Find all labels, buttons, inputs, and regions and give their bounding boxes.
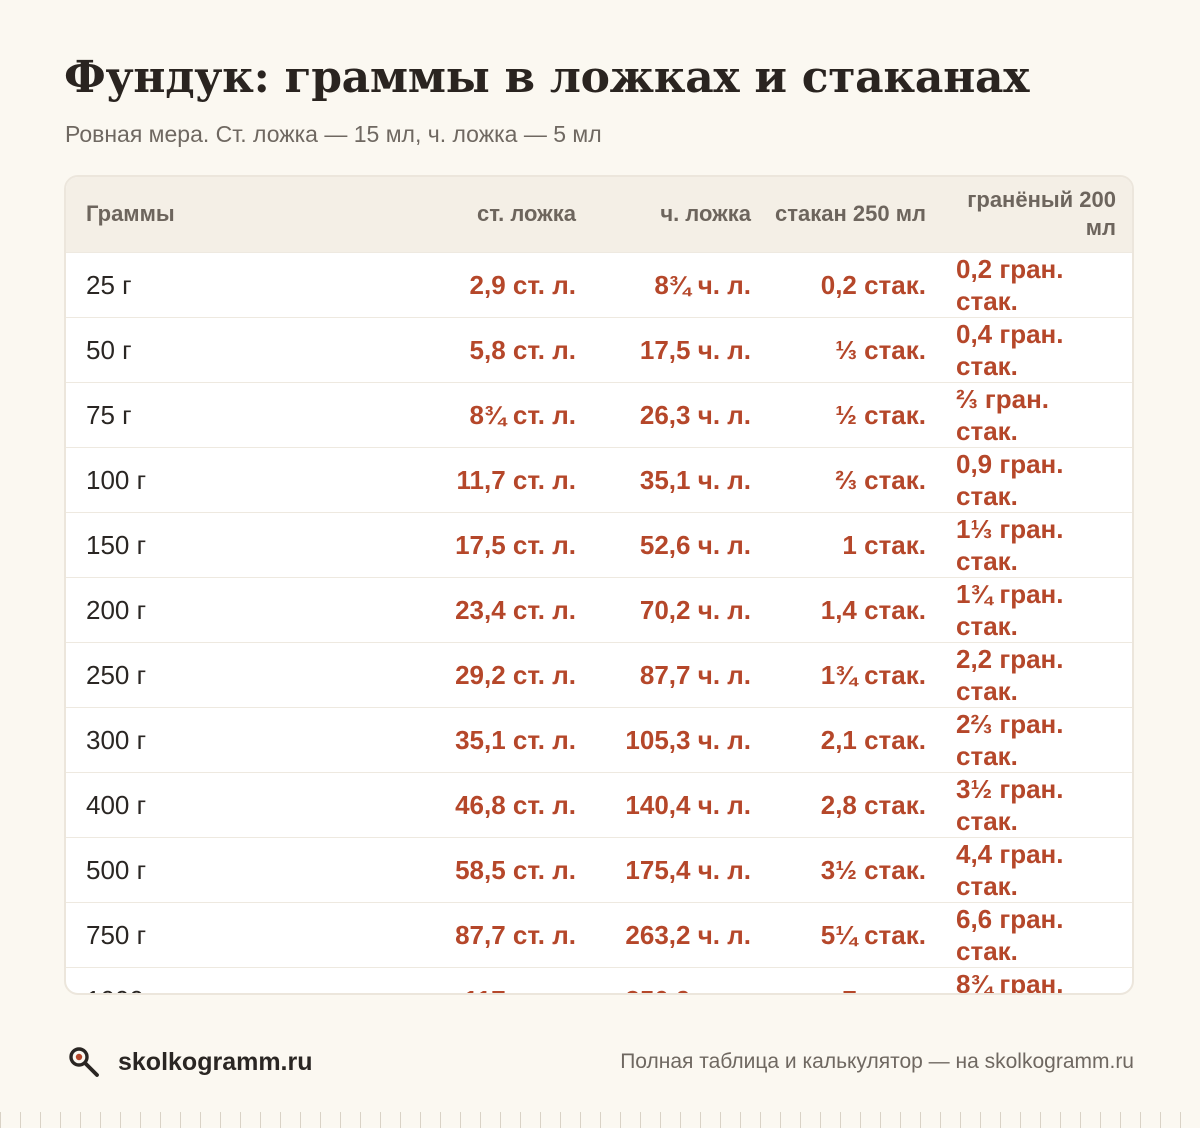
cell-teaspoon: 8¾ ч. л. bbox=[654, 269, 751, 300]
cell-tablespoon: 23,4 ст. л. bbox=[455, 594, 576, 625]
cell-tablespoon: 117 ст. л. bbox=[266, 967, 596, 994]
brand-name: skolkogramm.ru bbox=[118, 1047, 313, 1076]
cell-teaspoon: 35,1 ч. л. bbox=[639, 464, 751, 495]
table-row: 500 г 58,5 ст. л. 175,4 ч. л. 3½ стак. 4,4 г… bbox=[66, 837, 1132, 902]
cell-faceted-glass-200: 2,2 гран. стак. bbox=[956, 643, 1064, 706]
cell-teaspoon: 52,6 ч. л. bbox=[639, 529, 751, 560]
cell-cup-250: 2,8 стак. bbox=[820, 789, 926, 820]
footer-note: Полная таблица и калькулятор — на skolko… bbox=[620, 1050, 1134, 1073]
page-subtitle: Ровная мера. Ст. ложка — 15 мл, ч. ложка… bbox=[65, 121, 602, 147]
cell-grams: 25 г bbox=[86, 269, 132, 300]
page-title: Фундук: граммы в ложках и стаканах bbox=[64, 52, 1030, 103]
cell-grams: 400 г bbox=[86, 789, 147, 820]
cell-cup-250: 3½ стак. bbox=[820, 854, 926, 885]
cell-cup-250: 1 стак. bbox=[842, 529, 926, 560]
cell-cup-250: 7 стак. bbox=[771, 967, 946, 994]
header-grams: Граммы bbox=[86, 201, 175, 227]
cell-faceted-glass-200: 8¾ гран. стак. bbox=[956, 968, 1064, 995]
cell-grams: 200 г bbox=[86, 594, 147, 625]
table-row: 300 г 35,1 ст. л. 105,3 ч. л. 2,1 стак. 2⅔ г… bbox=[66, 707, 1132, 772]
cell-faceted-glass-200: ⅔ гран. стак. bbox=[956, 383, 1050, 446]
cell-tablespoon: 35,1 ст. л. bbox=[455, 724, 576, 755]
cell-teaspoon: 17,5 ч. л. bbox=[639, 334, 751, 365]
table-row: 50 г 5,8 ст. л. 17,5 ч. л. ⅓ стак. 0,4 гран.… bbox=[66, 317, 1132, 382]
cell-cup-250: 1¾ стак. bbox=[820, 659, 926, 690]
cell-grams: 100 г bbox=[86, 464, 147, 495]
cell-grams: 750 г bbox=[86, 919, 147, 950]
cell-teaspoon: 70,2 ч. л. bbox=[639, 594, 751, 625]
table-row: 750 г 87,7 ст. л. 263,2 ч. л. 5¼ стак. 6,6 г… bbox=[66, 902, 1132, 967]
cell-cup-250: ½ стак. bbox=[835, 399, 926, 430]
cell-teaspoon: 140,4 ч. л. bbox=[625, 789, 751, 820]
ruler-decoration bbox=[0, 1112, 1200, 1128]
cell-teaspoon: 175,4 ч. л. bbox=[625, 854, 751, 885]
cell-teaspoon: 263,2 ч. л. bbox=[625, 919, 751, 950]
cell-grams: 150 г bbox=[86, 529, 147, 560]
table-header-row: Граммы ст. ложка ч. ложка стакан 250 мл … bbox=[66, 177, 1132, 252]
cell-tablespoon: 29,2 ст. л. bbox=[455, 659, 576, 690]
table-row: 25 г 2,9 ст. л. 8¾ ч. л. 0,2 стак. 0,2 гран.… bbox=[66, 252, 1132, 317]
cell-cup-250: 1,4 стак. bbox=[820, 594, 926, 625]
cell-faceted-glass-200: 3½ гран. стак. bbox=[956, 773, 1064, 836]
conversion-table-card: Граммы ст. ложка ч. ложка стакан 250 мл … bbox=[64, 175, 1134, 995]
cell-grams: 50 г bbox=[86, 334, 132, 365]
cell-faceted-glass-200: 1⅓ гран. стак. bbox=[956, 513, 1064, 576]
table-row: 200 г 23,4 ст. л. 70,2 ч. л. 1,4 стак. 1¾ гр… bbox=[66, 577, 1132, 642]
cell-grams: 1000 г bbox=[66, 967, 266, 994]
cell-teaspoon: 105,3 ч. л. bbox=[625, 724, 751, 755]
cell-cup-250: ⅓ стак. bbox=[835, 334, 926, 365]
cell-teaspoon: 26,3 ч. л. bbox=[639, 399, 751, 430]
cell-faceted-glass-200: 6,6 гран. стак. bbox=[956, 903, 1064, 966]
cell-tablespoon: 58,5 ст. л. bbox=[455, 854, 576, 885]
cell-faceted-glass-200: 0,2 гран. стак. bbox=[956, 253, 1064, 316]
cell-teaspoon: 350,9 ч. л. bbox=[596, 967, 771, 994]
cell-grams: 75 г bbox=[86, 399, 132, 430]
cell-teaspoon: 87,7 ч. л. bbox=[639, 659, 751, 690]
cell-tablespoon: 11,7 ст. л. bbox=[456, 464, 577, 495]
magnifier-icon bbox=[69, 1047, 99, 1077]
cell-tablespoon: 5,8 ст. л. bbox=[469, 334, 576, 365]
cell-grams: 300 г bbox=[86, 724, 147, 755]
cell-tablespoon: 87,7 ст. л. bbox=[455, 919, 576, 950]
cell-faceted-glass-200: 4,4 гран. стак. bbox=[956, 838, 1064, 901]
table-body: 25 г 2,9 ст. л. 8¾ ч. л. 0,2 стак. 0,2 гран.… bbox=[66, 252, 1132, 995]
table-row: 150 г 17,5 ст. л. 52,6 ч. л. 1 стак. 1⅓ гран… bbox=[66, 512, 1132, 577]
cell-faceted-glass-200: 1¾ гран. стак. bbox=[956, 578, 1064, 641]
cell-grams: 500 г bbox=[86, 854, 147, 885]
table-row: 75 г 8¾ ст. л. 26,3 ч. л. ½ стак. ⅔ гран. ст… bbox=[66, 382, 1132, 447]
table-row: 1000 г117 ст. л.350,9 ч. л.7 стак. 8¾ гра… bbox=[66, 967, 1132, 995]
cell-cup-250: 5¼ стак. bbox=[820, 919, 926, 950]
header-tablespoon: ст. ложка bbox=[477, 201, 576, 227]
cell-faceted-glass-200: 0,4 гран. стак. bbox=[956, 318, 1064, 381]
header-faceted-glass-200: гранёный 200 мл bbox=[967, 187, 1116, 241]
table-row: 400 г 46,8 ст. л. 140,4 ч. л. 2,8 стак. 3½ г… bbox=[66, 772, 1132, 837]
cell-tablespoon: 8¾ ст. л. bbox=[469, 399, 576, 430]
cell-faceted-glass-200: 2⅔ гран. стак. bbox=[956, 708, 1064, 771]
cell-tablespoon: 17,5 ст. л. bbox=[455, 529, 576, 560]
cell-tablespoon: 46,8 ст. л. bbox=[455, 789, 576, 820]
cell-cup-250: 2,1 стак. bbox=[820, 724, 926, 755]
table-row: 250 г 29,2 ст. л. 87,7 ч. л. 1¾ стак. 2,2 гр… bbox=[66, 642, 1132, 707]
cell-faceted-glass-200: 0,9 гран. стак. bbox=[956, 448, 1064, 511]
header-teaspoon: ч. ложка bbox=[660, 201, 751, 227]
header-cup-250: стакан 250 мл bbox=[775, 201, 926, 227]
cell-tablespoon: 2,9 ст. л. bbox=[469, 269, 576, 300]
table-row: 100 г 11,7 ст. л. 35,1 ч. л. ⅔ стак. 0,9 гра… bbox=[66, 447, 1132, 512]
cell-cup-250: ⅔ стак. bbox=[835, 464, 926, 495]
footer-brand[interactable]: skolkogramm.ru bbox=[66, 1044, 313, 1080]
cell-grams: 250 г bbox=[86, 659, 147, 690]
cell-cup-250: 0,2 стак. bbox=[820, 269, 926, 300]
conversion-table: Граммы ст. ложка ч. ложка стакан 250 мл … bbox=[66, 177, 1132, 995]
